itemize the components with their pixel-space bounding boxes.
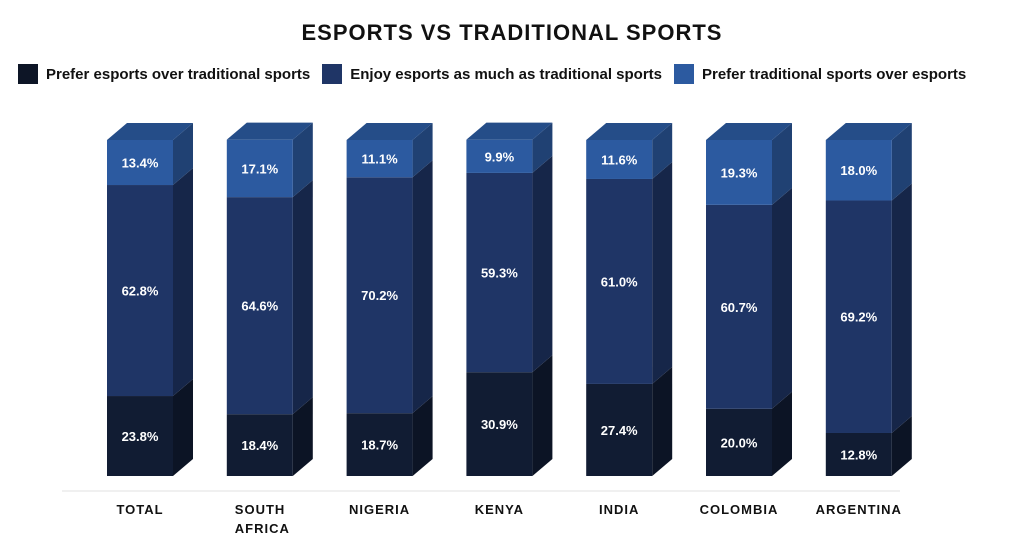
data-label: 19.3% xyxy=(721,165,758,180)
bar-segment-1 xyxy=(586,383,653,476)
bar-segment-3 xyxy=(825,140,892,201)
legend: Prefer esports over traditional sports En… xyxy=(18,62,978,86)
bar-top-face xyxy=(466,122,553,140)
data-label: 17.1% xyxy=(241,161,278,176)
bar-side-1 xyxy=(173,379,193,476)
bar-side-1 xyxy=(652,366,673,476)
legend-item-1: Prefer esports over traditional sports xyxy=(18,64,310,84)
bar-side-3 xyxy=(292,122,313,198)
bar-side-1 xyxy=(772,391,792,476)
bar-top-face xyxy=(107,123,193,140)
category-label: NIGERIA xyxy=(349,502,410,517)
bar-segment-2 xyxy=(226,197,293,415)
data-label: 12.8% xyxy=(840,447,877,462)
data-label: 27.4% xyxy=(601,423,638,438)
bar-side-1 xyxy=(891,415,912,476)
data-label: 13.4% xyxy=(122,156,159,171)
bar-segment-3 xyxy=(586,140,653,179)
bar-side-2 xyxy=(532,155,553,373)
category-label: ARGENTINA xyxy=(816,502,902,517)
category-label: KENYA xyxy=(475,502,524,517)
legend-swatch xyxy=(674,64,694,84)
legend-swatch xyxy=(18,64,38,84)
bar-segment-1 xyxy=(107,396,173,476)
bar-segment-3 xyxy=(466,139,533,173)
bar-side-3 xyxy=(412,123,433,178)
bar-side-2 xyxy=(891,183,912,433)
bar-segment-1 xyxy=(226,414,293,476)
data-label: 62.8% xyxy=(122,284,159,299)
category-label-line: AFRICA xyxy=(235,521,290,536)
bar-india: 27.4% 61.0% 11.6% xyxy=(586,123,673,476)
data-label: 60.7% xyxy=(721,300,758,315)
bar-argentina: 12.8% 69.2% 18.0% xyxy=(825,123,912,476)
category-label: TOTAL xyxy=(116,502,163,517)
bar-nigeria: 18.7% 70.2% 11.1% xyxy=(346,123,433,476)
bar-segment-1 xyxy=(706,408,772,476)
bar-side-2 xyxy=(772,187,792,409)
bar-segment-2 xyxy=(706,204,772,409)
bar-segment-1 xyxy=(825,432,892,476)
bar-side-2 xyxy=(292,180,313,415)
bar-side-2 xyxy=(173,168,193,397)
data-label: 23.8% xyxy=(122,429,159,444)
bar-top-face xyxy=(706,123,792,140)
bar-side-2 xyxy=(652,161,673,384)
bar-total: 23.8% 62.8% 13.4% xyxy=(107,123,193,476)
bar-segment-1 xyxy=(466,372,533,476)
bar-south-africa: 18.4% 64.6% 17.1% xyxy=(226,122,313,476)
bar-side-1 xyxy=(532,355,553,476)
bar-side-1 xyxy=(412,396,433,476)
category-label: SOUTH AFRICA xyxy=(235,502,290,536)
bar-kenya: 30.9% 59.3% 9.9% xyxy=(466,122,553,476)
bar-top-face xyxy=(825,123,912,140)
chart-title: ESPORTS VS TRADITIONAL SPORTS xyxy=(301,20,723,45)
data-label: 11.1% xyxy=(362,152,399,167)
data-label: 61.0% xyxy=(601,274,638,289)
data-label: 70.2% xyxy=(361,288,398,303)
bar-segment-1 xyxy=(346,413,413,476)
bar-top-face xyxy=(226,122,313,140)
bar-side-3 xyxy=(891,123,912,201)
data-label: 18.4% xyxy=(241,438,278,453)
category-label: INDIA xyxy=(599,502,639,517)
bar-segment-2 xyxy=(825,200,892,433)
bar-segment-3 xyxy=(706,140,772,205)
bar-segment-2 xyxy=(466,172,533,373)
legend-item-3: Prefer traditional sports over esports xyxy=(674,64,966,84)
bar-segment-2 xyxy=(107,185,173,397)
data-label: 20.0% xyxy=(721,435,758,450)
legend-label: Enjoy esports as much as traditional spo… xyxy=(350,65,662,83)
bar-side-3 xyxy=(772,123,792,205)
category-label: COLOMBIA xyxy=(700,502,779,517)
legend-label: Prefer traditional sports over esports xyxy=(702,65,967,83)
legend-swatch xyxy=(322,64,343,84)
bar-side-3 xyxy=(652,123,673,179)
data-label: 69.2% xyxy=(840,310,877,325)
data-label: 64.6% xyxy=(241,299,278,314)
data-label: 30.9% xyxy=(481,417,518,432)
bar-segment-3 xyxy=(107,140,173,186)
bar-segment-3 xyxy=(346,140,413,178)
bar-segment-2 xyxy=(586,178,653,384)
data-label: 11.6% xyxy=(601,152,638,167)
legend-label: Prefer esports over traditional sports xyxy=(46,65,311,83)
data-label: 18.7% xyxy=(361,438,398,453)
bar-side-2 xyxy=(412,160,433,414)
bar-segment-2 xyxy=(346,177,413,414)
bar-top-face xyxy=(346,123,433,140)
bar-side-1 xyxy=(292,397,313,476)
bar-side-3 xyxy=(173,123,193,186)
bar-top-face xyxy=(586,123,673,140)
data-label: 18.0% xyxy=(840,163,877,178)
data-label: 59.3% xyxy=(481,266,518,281)
bar-side-3 xyxy=(532,122,553,173)
data-label: 9.9% xyxy=(485,149,515,164)
legend-item-2: Enjoy esports as much as traditional spo… xyxy=(322,64,662,84)
category-label-line: SOUTH xyxy=(235,502,285,517)
bar-colombia: 20.0% 60.7% 19.3% xyxy=(706,123,792,476)
bar-segment-3 xyxy=(226,139,293,198)
